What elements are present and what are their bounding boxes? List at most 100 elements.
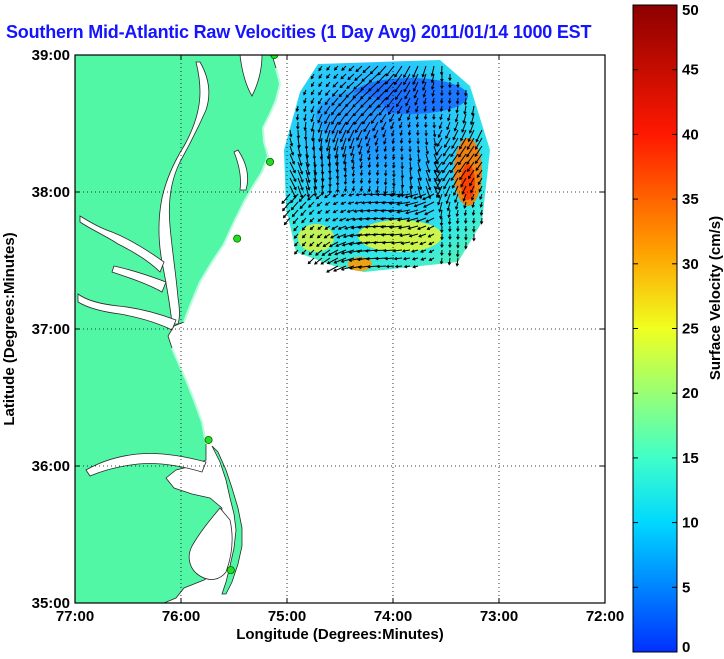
velocity-arrow: [411, 249, 419, 253]
velocity-arrow: [477, 177, 483, 186]
velocity-arrow: [333, 65, 339, 71]
velocity-arrow: [282, 201, 291, 212]
velocity-arrow: [356, 129, 363, 141]
velocity-arrow: [451, 177, 459, 189]
velocity-arrow: [418, 233, 427, 238]
velocity-arrow: [318, 65, 323, 72]
velocity-arrow: [440, 241, 444, 248]
grid-lines: [75, 55, 605, 603]
velocity-arrow: [345, 217, 355, 222]
velocity-arrow: [334, 249, 347, 256]
velocity-arrow: [295, 113, 300, 121]
velocity-arrow: [428, 241, 435, 246]
velocity-arrow: [292, 217, 299, 225]
velocity-arrow: [298, 193, 307, 203]
colorbar-tick-label: 30: [682, 256, 699, 273]
velocity-arrow: [403, 264, 411, 269]
rappahannock-river: [111, 265, 167, 293]
velocity-arrow: [348, 65, 355, 72]
velocity-arrow: [333, 137, 339, 152]
velocity-arrow: [327, 249, 339, 256]
velocity-arrow: [407, 121, 411, 129]
velocity-arrow: [472, 233, 476, 242]
velocity-arrow: [355, 65, 363, 73]
velocity-arrow: [303, 113, 307, 122]
velocity-arrow: [383, 169, 388, 177]
velocity-arrow: [399, 233, 411, 238]
velocity-arrow: [402, 257, 411, 261]
velocity-arrow: [381, 121, 387, 131]
velocity-arrow: [375, 177, 380, 185]
colorbar-tick-label: 20: [682, 385, 699, 402]
velocity-arrow: [431, 97, 436, 105]
velocity-arrow: [322, 241, 331, 248]
velocity-arrow: [362, 192, 371, 197]
velocity-arrow: [431, 81, 435, 91]
velocity-arrow: [374, 256, 387, 261]
velocity-arrow: [439, 113, 443, 121]
velocity-arrow: [446, 201, 451, 212]
velocity-arrow: [372, 121, 379, 132]
velocity-arrow: [367, 169, 372, 176]
velocity-arrow: [406, 113, 411, 121]
barrier-island: [211, 445, 243, 595]
velocity-arrow: [388, 201, 403, 206]
velocity-arrow: [439, 217, 444, 227]
velocity-arrow: [394, 81, 403, 93]
velocity-arrow: [317, 225, 323, 230]
chesapeake-bay: [158, 61, 210, 325]
velocity-arrow: [431, 105, 436, 112]
velocity-arrow: [293, 233, 299, 239]
velocity-arrow: [448, 233, 452, 240]
velocity-arrow: [419, 249, 427, 253]
velocity-arrow: [424, 121, 428, 129]
radar-station-marker: [226, 566, 235, 575]
velocity-arrow: [405, 209, 419, 215]
velocity-arrow: [335, 241, 347, 247]
y-tick-label: 38:00: [32, 184, 70, 201]
velocity-arrow: [338, 89, 347, 98]
velocity-arrow: [377, 65, 387, 76]
velocity-arrow: [345, 113, 355, 126]
velocity-arrow: [426, 225, 435, 230]
velocity-arrow: [417, 169, 422, 182]
velocity-arrow: [309, 225, 315, 231]
velocity-field: [281, 60, 490, 273]
velocity-arrow: [318, 97, 323, 105]
velocity-arrow: [451, 137, 459, 150]
velocity-arrow: [403, 73, 411, 86]
velocity-arrow: [335, 177, 340, 187]
velocity-arrow: [425, 217, 435, 223]
x-axis: 77:00 76:00 75:00 74:00 73:00 72:00: [56, 55, 624, 625]
x-tick-label: 74:00: [374, 608, 412, 625]
velocity-arrow: [433, 161, 440, 174]
velocity-arrow: [339, 209, 347, 214]
velocity-arrow: [289, 137, 294, 147]
velocity-arrow: [416, 145, 421, 154]
velocity-arrow: [297, 161, 304, 175]
velocity-arrow: [375, 153, 380, 161]
velocity-arrow: [404, 193, 419, 199]
velocity-arrow: [363, 121, 371, 133]
velocity-arrow: [391, 241, 403, 245]
velocity-arrow: [289, 129, 293, 138]
velocity-arrow: [389, 193, 403, 197]
velocity-arrow: [316, 233, 323, 239]
velocity-arrow: [450, 169, 459, 182]
velocity-arrow: [338, 113, 347, 126]
velocity-arrow: [351, 169, 356, 178]
velocity-arrow: [456, 81, 460, 88]
velocity-arrow: [447, 113, 451, 122]
velocity-arrow: [317, 105, 323, 114]
velocity-arrow: [349, 233, 363, 238]
velocity-arrow: [405, 97, 411, 107]
velocity-arrow: [297, 153, 303, 167]
velocity-arrow: [289, 153, 295, 165]
velocity-arrow: [332, 209, 339, 214]
velocity-arrow: [479, 193, 483, 201]
velocity-arrow: [391, 153, 396, 161]
velocity-arrow: [455, 209, 460, 218]
velocity-arrow: [466, 161, 475, 173]
velocity-arrow: [454, 201, 459, 211]
velocity-arrow: [425, 153, 430, 164]
